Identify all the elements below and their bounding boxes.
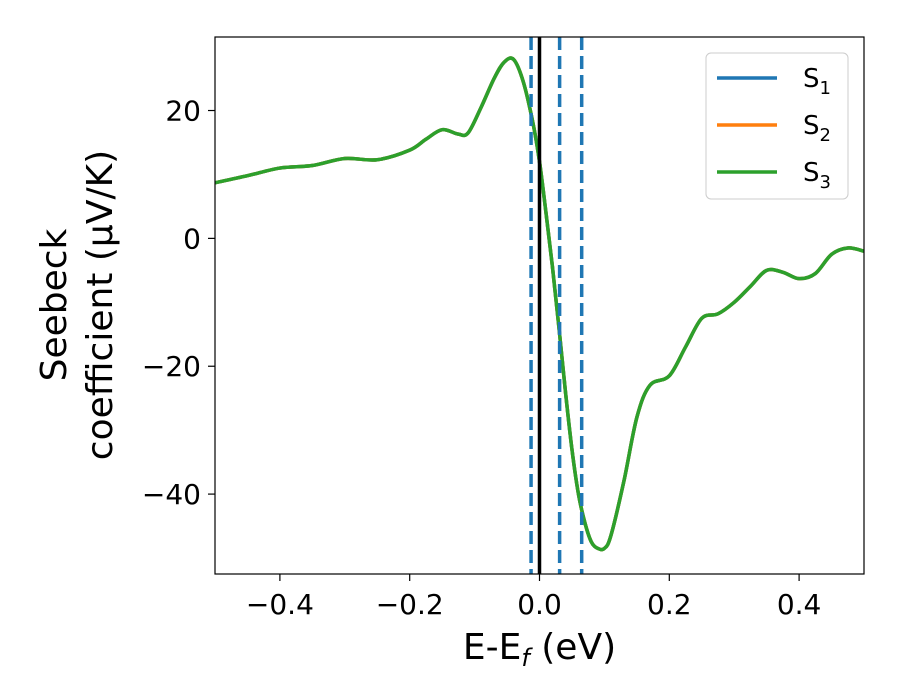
y-tick-label: 20 — [165, 95, 201, 128]
y-axis-ticks: −40 −20 0 20 — [142, 95, 215, 511]
y-axis-label-line1: Seebeck — [34, 228, 75, 381]
x-tick-label: 0.2 — [647, 588, 692, 621]
legend-entries: S1 S2 S3 — [717, 64, 831, 193]
series-line-s3 — [215, 56, 864, 552]
y-axis-label: Seebeck coefficient (μV/K) — [34, 150, 121, 460]
legend-label-s2: S2 — [803, 111, 831, 146]
x-axis-label: E-Ef (eV) — [463, 627, 616, 672]
legend: S1 S2 S3 — [705, 52, 849, 200]
y-tick-label: −40 — [142, 478, 201, 511]
x-tick-label: −0.4 — [246, 588, 314, 621]
x-tick-label: 0.4 — [777, 588, 822, 621]
legend-label-s1: S1 — [803, 64, 831, 99]
x-tick-label: −0.2 — [376, 588, 444, 621]
y-tick-label: −20 — [142, 350, 201, 383]
legend-label-s3: S3 — [803, 158, 831, 193]
y-axis-label-line2: coefficient (μV/K) — [80, 150, 121, 460]
y-tick-label: 0 — [183, 222, 201, 255]
x-axis-ticks: −0.4 −0.2 0.0 0.2 0.4 — [246, 574, 821, 621]
data-layer — [215, 37, 864, 574]
x-tick-label: 0.0 — [517, 588, 562, 621]
